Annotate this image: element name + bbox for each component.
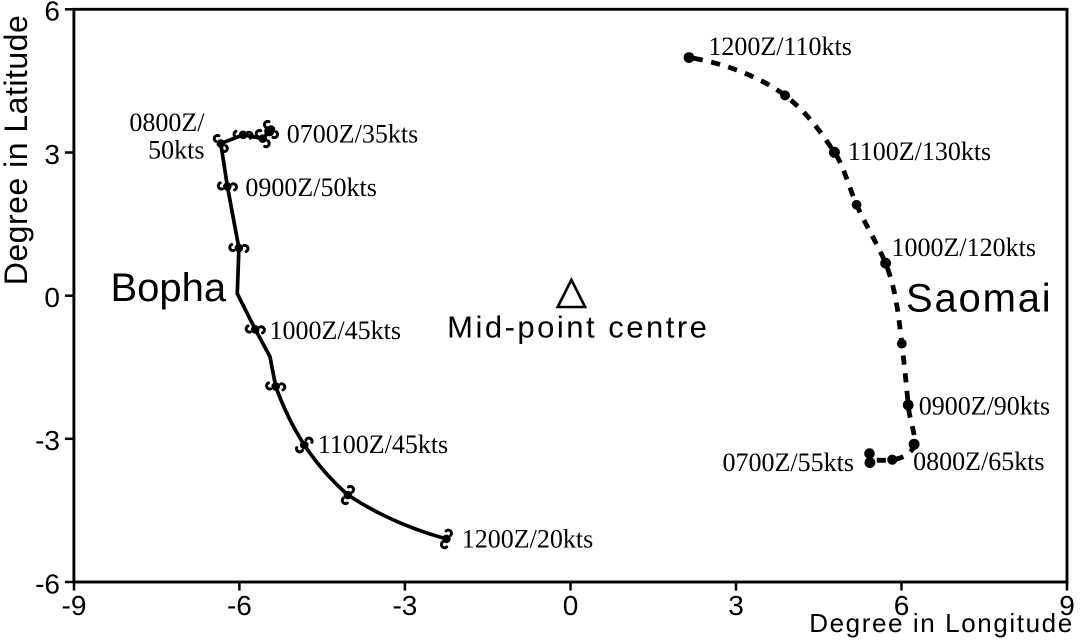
svg-text:0: 0: [563, 590, 579, 621]
svg-text:1100Z/130kts: 1100Z/130kts: [848, 137, 991, 166]
svg-text:Mid-point centre: Mid-point centre: [447, 310, 709, 345]
svg-text:0900Z/90kts: 0900Z/90kts: [919, 392, 1050, 421]
svg-text:-6: -6: [35, 568, 60, 599]
svg-text:1200Z/110kts: 1200Z/110kts: [708, 32, 851, 61]
svg-text:-3: -3: [392, 590, 417, 621]
svg-text:Saomai: Saomai: [906, 276, 1052, 320]
svg-text:1100Z/45kts: 1100Z/45kts: [318, 430, 448, 459]
svg-text:6: 6: [44, 0, 60, 27]
svg-text:0: 0: [44, 282, 60, 313]
svg-text:0700Z/55kts: 0700Z/55kts: [723, 448, 854, 477]
svg-text:0800Z/65kts: 0800Z/65kts: [913, 447, 1044, 476]
svg-text:Degree in Latitude: Degree in Latitude: [0, 15, 34, 286]
svg-text:-3: -3: [35, 425, 60, 456]
svg-text:1000Z/120kts: 1000Z/120kts: [892, 233, 1036, 262]
svg-text:3: 3: [728, 590, 744, 621]
svg-text:0900Z/50kts: 0900Z/50kts: [245, 173, 376, 202]
svg-text:-6: -6: [227, 590, 252, 621]
svg-text:-9: -9: [62, 590, 87, 621]
svg-text:9: 9: [1059, 590, 1075, 621]
svg-text:0800Z/: 0800Z/: [129, 108, 205, 137]
svg-text:0700Z/35kts: 0700Z/35kts: [287, 120, 418, 149]
svg-text:3: 3: [44, 139, 60, 170]
svg-text:1000Z/45kts: 1000Z/45kts: [270, 316, 401, 345]
svg-text:Degree in Longitude: Degree in Longitude: [809, 608, 1074, 638]
svg-text:50kts: 50kts: [148, 136, 204, 165]
svg-text:Bopha: Bopha: [111, 266, 227, 310]
svg-text:6: 6: [894, 590, 910, 621]
svg-text:1200Z/20kts: 1200Z/20kts: [462, 525, 593, 554]
